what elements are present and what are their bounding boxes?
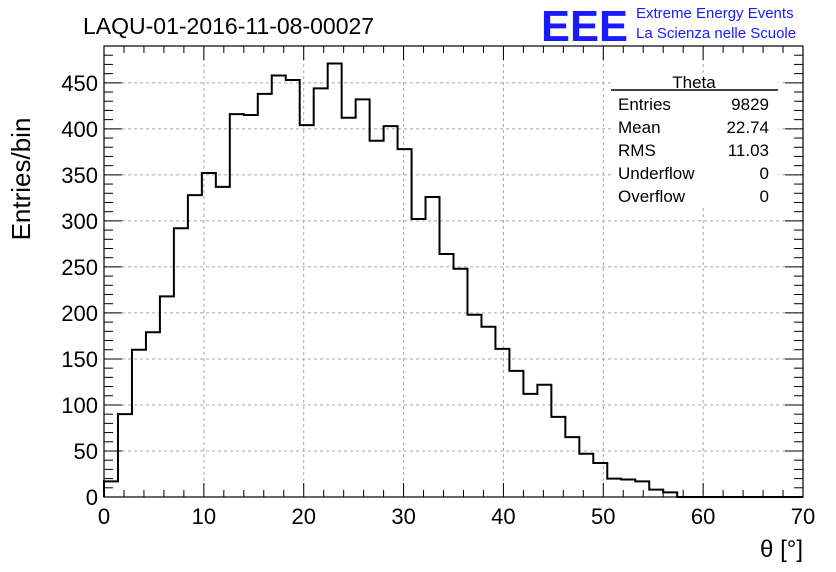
y-tick-label: 100 [61, 393, 98, 418]
stats-label: Entries [618, 95, 671, 114]
stats-value: 0 [760, 187, 769, 206]
stats-box-background [611, 78, 778, 208]
x-tick-label: 40 [491, 504, 515, 529]
stats-title: Theta [672, 73, 716, 92]
y-tick-label: 450 [61, 71, 98, 96]
histogram-line [103, 62, 803, 498]
y-tick-label: 200 [61, 301, 98, 326]
plot-frame [103, 45, 804, 498]
x-tick-label: 0 [98, 504, 110, 529]
stats-box: Theta Entries 9829 Mean 22.74 RMS 11.03 Underf… [611, 73, 778, 208]
y-tick-label: 250 [61, 255, 98, 280]
x-tick-label: 10 [192, 504, 216, 529]
y-tick-label: 400 [61, 117, 98, 142]
stats-value: 0 [760, 164, 769, 183]
y-tick-label: 350 [61, 163, 98, 188]
stats-value: 9829 [731, 95, 769, 114]
y-tick-labels: 0 50 100 150 200 250 300 350 400 450 [61, 71, 98, 510]
y-tick-label: 0 [86, 485, 98, 510]
logo: EEE Extreme Energy Events La Scienza nel… [541, 2, 796, 51]
stats-value: 22.74 [726, 118, 769, 137]
chart-title: LAQU-01-2016-11-08-00027 [83, 13, 374, 39]
logo-line1: Extreme Energy Events [636, 5, 794, 22]
logo-line2: La Scienza nelle Scuole [636, 25, 796, 42]
stats-rows: Entries 9829 Mean 22.74 RMS 11.03 Underflow 0 Ov… [618, 95, 769, 206]
y-tick-label: 50 [74, 439, 98, 464]
x-tick-label: 60 [691, 504, 715, 529]
x-tick-label: 20 [291, 504, 315, 529]
y-tick-label: 150 [61, 347, 98, 372]
stats-value: 11.03 [728, 141, 769, 160]
axis-ticks [103, 45, 804, 498]
x-tick-label: 70 [791, 504, 815, 529]
x-tick-label: 50 [591, 504, 615, 529]
stats-label: RMS [618, 141, 656, 160]
x-tick-label: 30 [391, 504, 415, 529]
x-axis-label: θ [°] [760, 536, 803, 563]
stats-label: Underflow [618, 164, 695, 183]
stats-label: Overflow [618, 187, 686, 206]
x-tick-labels: 0 10 20 30 40 50 60 70 [98, 504, 815, 529]
stats-label: Mean [618, 118, 661, 137]
logo-mark: EEE [541, 2, 628, 51]
y-axis-label: Entries/bin [6, 118, 36, 241]
y-tick-label: 300 [61, 209, 98, 234]
